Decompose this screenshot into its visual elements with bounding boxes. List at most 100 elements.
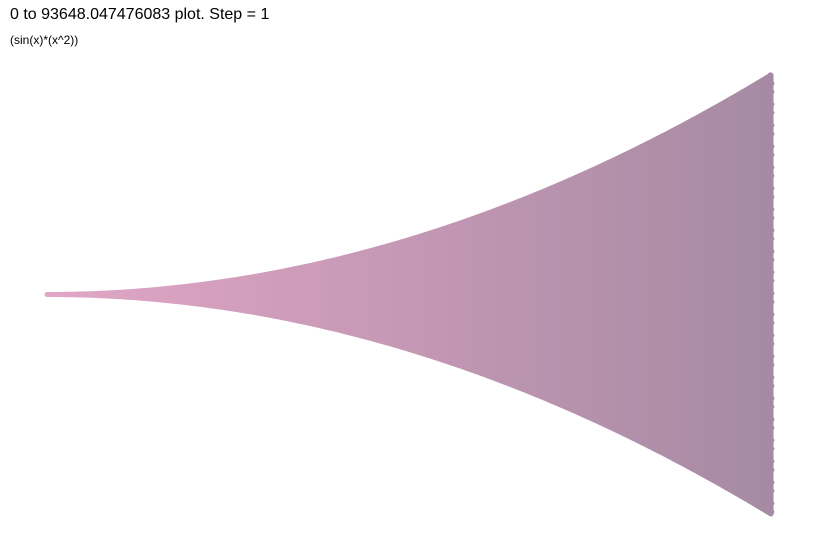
data-point [769,236,775,242]
data-point [767,303,773,309]
chart-title: 0 to 93648.047476083 plot. Step = 1 [10,6,270,23]
data-point [768,379,774,385]
data-point [767,492,773,498]
data-point [767,156,773,162]
chart-subtitle: (sin(x)*(x^2)) [10,33,79,47]
data-point [767,261,773,267]
data-point [768,475,774,481]
data-point [768,85,774,91]
data-point [769,131,775,137]
data-point [769,395,775,401]
data-point [767,450,773,456]
data-point [769,458,775,464]
data-point [769,500,775,506]
data-point [768,316,774,322]
data-point [768,265,774,271]
data-point [768,160,774,166]
data-point [769,278,775,284]
data-point [767,219,773,225]
data-point [769,110,775,116]
data-point [769,248,775,254]
data-point [769,353,775,359]
data-point [768,421,774,427]
data-point [767,471,773,477]
data-point [769,194,775,200]
data-point [768,76,774,82]
data-point [768,139,774,145]
data-point [768,433,774,439]
data-point [768,463,774,469]
data-point [769,446,775,452]
data-point [768,202,774,208]
data-point [767,240,773,246]
data-point [769,479,775,485]
data-point [767,366,773,372]
data-point-cloud [44,72,774,517]
data-point [769,257,775,263]
data-point [769,416,775,422]
data-point [768,442,774,448]
data-point [769,467,775,473]
data-point [769,362,775,368]
data-point [768,484,774,490]
data-point [768,412,774,418]
data-point [768,391,774,397]
data-point [767,282,773,288]
data-point [768,349,774,355]
data-point [768,97,774,103]
data-point [769,311,775,317]
data-point [768,118,774,124]
data-point [769,152,775,158]
data-point [768,454,774,460]
data-point [768,307,774,313]
data-point [767,345,773,351]
data-point [767,408,773,414]
data-point [768,496,774,502]
data-point [768,232,774,238]
data-point [768,505,774,511]
data-point [767,429,773,435]
data-point [768,286,774,292]
data-point [769,143,775,149]
data-point [769,89,775,95]
data-point [768,337,774,343]
data-point [768,370,774,376]
data-point [767,177,773,183]
data-point [769,122,775,128]
data-point [768,106,774,112]
data-point [768,400,774,406]
data-point [769,206,775,212]
data-point [769,290,775,296]
data-point [767,135,773,141]
data-point [769,185,775,191]
data-point [768,148,774,154]
data-point [768,295,774,301]
data-point [767,324,773,330]
data-point [769,383,775,389]
data-point [769,404,775,410]
data-point [768,244,774,250]
data-point [768,169,774,175]
data-point [769,437,775,443]
data-point [769,341,775,347]
data-point [768,190,774,196]
data-point [769,269,775,275]
data-point [769,164,775,170]
data-point [769,488,775,494]
data-point [769,215,775,221]
data-point [769,320,775,326]
data-point [768,358,774,364]
data-point [768,223,774,229]
data-point [769,374,775,380]
data-point [768,274,774,280]
data-point [767,198,773,204]
data-point [769,101,775,107]
data-point [769,299,775,305]
data-point [768,127,774,133]
data-point [769,509,775,515]
data-point [769,425,775,431]
data-point [769,173,775,179]
data-point [767,72,773,78]
data-point [768,328,774,334]
data-point [769,80,775,86]
